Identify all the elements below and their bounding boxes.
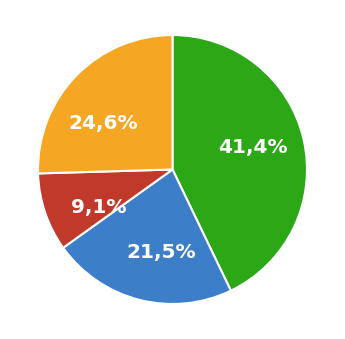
- Wedge shape: [63, 170, 231, 304]
- Wedge shape: [38, 170, 172, 248]
- Text: 41,4%: 41,4%: [218, 138, 288, 157]
- Text: 9,1%: 9,1%: [71, 198, 126, 217]
- Wedge shape: [172, 35, 307, 291]
- Text: 21,5%: 21,5%: [127, 243, 196, 262]
- Text: 24,6%: 24,6%: [68, 114, 138, 133]
- Wedge shape: [38, 35, 172, 174]
